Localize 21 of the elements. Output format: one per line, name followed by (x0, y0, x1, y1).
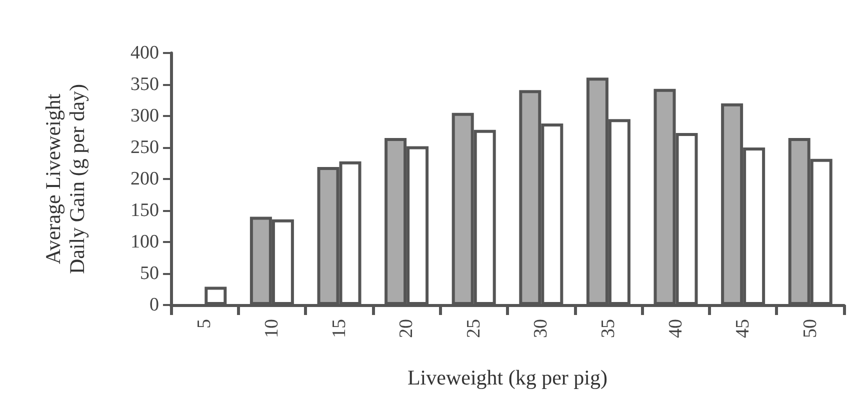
x-tick-label: 5 (194, 319, 216, 328)
y-tick-label: 100 (130, 232, 159, 252)
y-tick-label: 400 (130, 42, 159, 64)
y-axis-title: Average Liveweight Daily Gain (g per day) (41, 84, 89, 274)
x-tick-label: 50 (800, 319, 821, 338)
x-tick-label: 15 (328, 319, 350, 338)
x-tick-label: 20 (396, 319, 418, 338)
x-tick-label: 30 (530, 319, 552, 338)
x-tick-label: 45 (732, 319, 754, 338)
y-tick-label: 200 (130, 168, 159, 190)
y-tick-label: 0 (150, 294, 159, 316)
x-tick-label: 35 (598, 319, 619, 338)
y-tick-label: 250 (130, 137, 159, 158)
x-tick-label: 25 (463, 319, 484, 338)
y-tick-label: 150 (130, 200, 159, 221)
x-tick-label: 10 (261, 319, 282, 338)
x-tick-label: 40 (665, 319, 686, 338)
y-tick-label: 350 (130, 74, 159, 95)
y-tick-label: 300 (130, 106, 159, 126)
x-axis-title: Liveweight (kg per pig) (407, 366, 608, 390)
y-tick-label: 50 (140, 263, 159, 284)
